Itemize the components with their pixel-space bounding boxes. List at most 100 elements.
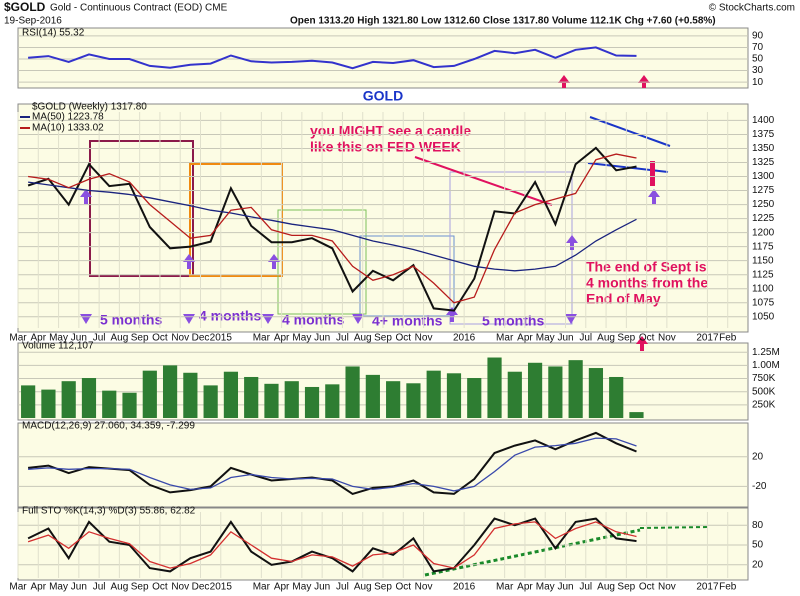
x-tick-label: Nov	[658, 333, 676, 344]
x-tick-label: Apr	[274, 333, 290, 344]
x-tick-label: Jun	[557, 333, 573, 344]
cycle-label: 4 months	[199, 308, 261, 324]
date: 19-Sep-2016	[4, 16, 62, 27]
instrument-name: Gold - Continuous Contract (EOD) CME	[50, 3, 228, 14]
annotation: End of May	[586, 291, 661, 307]
y-tick-label: 20	[752, 451, 764, 462]
bar	[629, 412, 644, 418]
bar	[61, 381, 76, 418]
bar	[609, 376, 624, 418]
x-tick-label: 2015	[210, 582, 233, 593]
bar	[426, 370, 441, 418]
panel-title: MACD(12,26,9) 27.060, 34.359, -7.299	[22, 421, 195, 432]
x-tick-label: Nov	[171, 333, 189, 344]
x-tick-label: Apr	[274, 582, 290, 593]
y-tick-label: 1050	[752, 311, 775, 322]
bar	[203, 385, 218, 418]
series-line	[28, 46, 637, 70]
y-tick-label: 1250	[752, 199, 775, 210]
x-tick-label: Sep	[374, 582, 392, 593]
x-tick-label: Jul	[336, 582, 349, 593]
bar	[223, 371, 239, 418]
x-tick-label: May	[536, 582, 555, 593]
trend-line	[424, 528, 641, 577]
pink-arrows	[558, 75, 650, 351]
y-tick-label: 10	[752, 77, 764, 88]
bar	[548, 366, 563, 418]
y-tick-label: 50	[752, 540, 764, 551]
cycle-label: 4 months	[282, 312, 344, 328]
x-tick-label: Oct	[152, 333, 168, 344]
cycle-label: 5 months	[100, 312, 162, 328]
x-tick-label: May	[292, 582, 311, 593]
x-tick-label: Aug	[110, 582, 128, 593]
y-tick-label: 80	[752, 520, 764, 531]
x-tick-label: Feb	[719, 333, 737, 344]
x-tick-label: Jul	[579, 333, 592, 344]
x-tick-label: Jun	[71, 333, 87, 344]
x-tick-label: May	[536, 333, 555, 344]
panel-title: Volume 112,107	[22, 341, 94, 352]
y-tick-label: 500K	[752, 386, 776, 397]
y-tick-label: 250K	[752, 399, 776, 410]
y-tick-label: 30	[752, 65, 764, 76]
y-tick-label: 90	[752, 31, 764, 42]
bar	[81, 378, 97, 418]
series-line	[28, 181, 637, 272]
x-tick-label: Oct	[395, 582, 411, 593]
x-tick-label: 2017	[696, 333, 719, 344]
x-tick-label: Oct	[639, 333, 655, 344]
x-tick-label: Jul	[336, 333, 349, 344]
bar	[102, 390, 117, 418]
bar	[527, 362, 543, 418]
y-tick-label: 1225	[752, 213, 775, 224]
series-line	[27, 431, 637, 495]
x-tick-label: Nov	[415, 333, 433, 344]
bar	[325, 384, 340, 418]
bar	[162, 365, 178, 418]
bar	[588, 368, 604, 418]
annotation-arrow	[414, 156, 553, 206]
series-line	[28, 437, 637, 492]
x-tick-label: May	[49, 333, 68, 344]
x-tick-label: 2015	[210, 333, 233, 344]
x-tick-label: Sep	[131, 582, 149, 593]
quote: Open 1313.20 High 1321.80 Low 1312.60 Cl…	[290, 16, 716, 27]
x-tick-label: Sep	[617, 333, 635, 344]
y-tick-label: 70	[752, 42, 764, 53]
x-tick-label: Aug	[354, 333, 372, 344]
x-tick-label: Oct	[152, 582, 168, 593]
x-tick-label: Jul	[93, 333, 106, 344]
panel-title: Full STO %K(14,3) %D(3) 55.86, 62.82	[22, 506, 196, 517]
annotation: you MIGHT see a candle	[310, 123, 471, 139]
x-tick-label: Jun	[557, 582, 573, 593]
x-tick-label: 2016	[453, 582, 476, 593]
bar	[568, 360, 583, 418]
bar	[386, 381, 401, 418]
x-tick-label: Sep	[131, 333, 149, 344]
bar	[406, 383, 421, 418]
bar	[183, 372, 198, 418]
gold-label: GOLD	[363, 88, 403, 104]
x-tick-label: Mar	[9, 582, 27, 593]
bar	[507, 371, 522, 418]
bar	[244, 376, 259, 418]
y-tick-label: 1200	[752, 227, 775, 238]
x-tick-label: Nov	[171, 582, 189, 593]
x-tick-label: Sep	[374, 333, 392, 344]
x-tick-label: Nov	[658, 582, 676, 593]
x-tick-label: Mar	[496, 582, 514, 593]
y-tick-label: -20	[752, 481, 767, 492]
x-tick-label: Apr	[30, 333, 46, 344]
bar	[264, 383, 279, 418]
x-tick-label: Jun	[314, 333, 330, 344]
x-tick-label: Jul	[93, 582, 106, 593]
x-tick-label: Mar	[253, 333, 271, 344]
y-tick-label: 1100	[752, 283, 774, 294]
x-tick-label: Jun	[314, 582, 330, 593]
x-tick-label: May	[49, 582, 68, 593]
y-tick-label: 1075	[752, 297, 775, 308]
x-tick-label: Apr	[517, 582, 533, 593]
panel-title: $GOLD (Weekly) 1317.80	[32, 102, 147, 113]
